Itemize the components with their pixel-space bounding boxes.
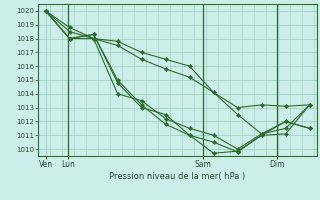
- X-axis label: Pression niveau de la mer( hPa ): Pression niveau de la mer( hPa ): [109, 172, 246, 181]
